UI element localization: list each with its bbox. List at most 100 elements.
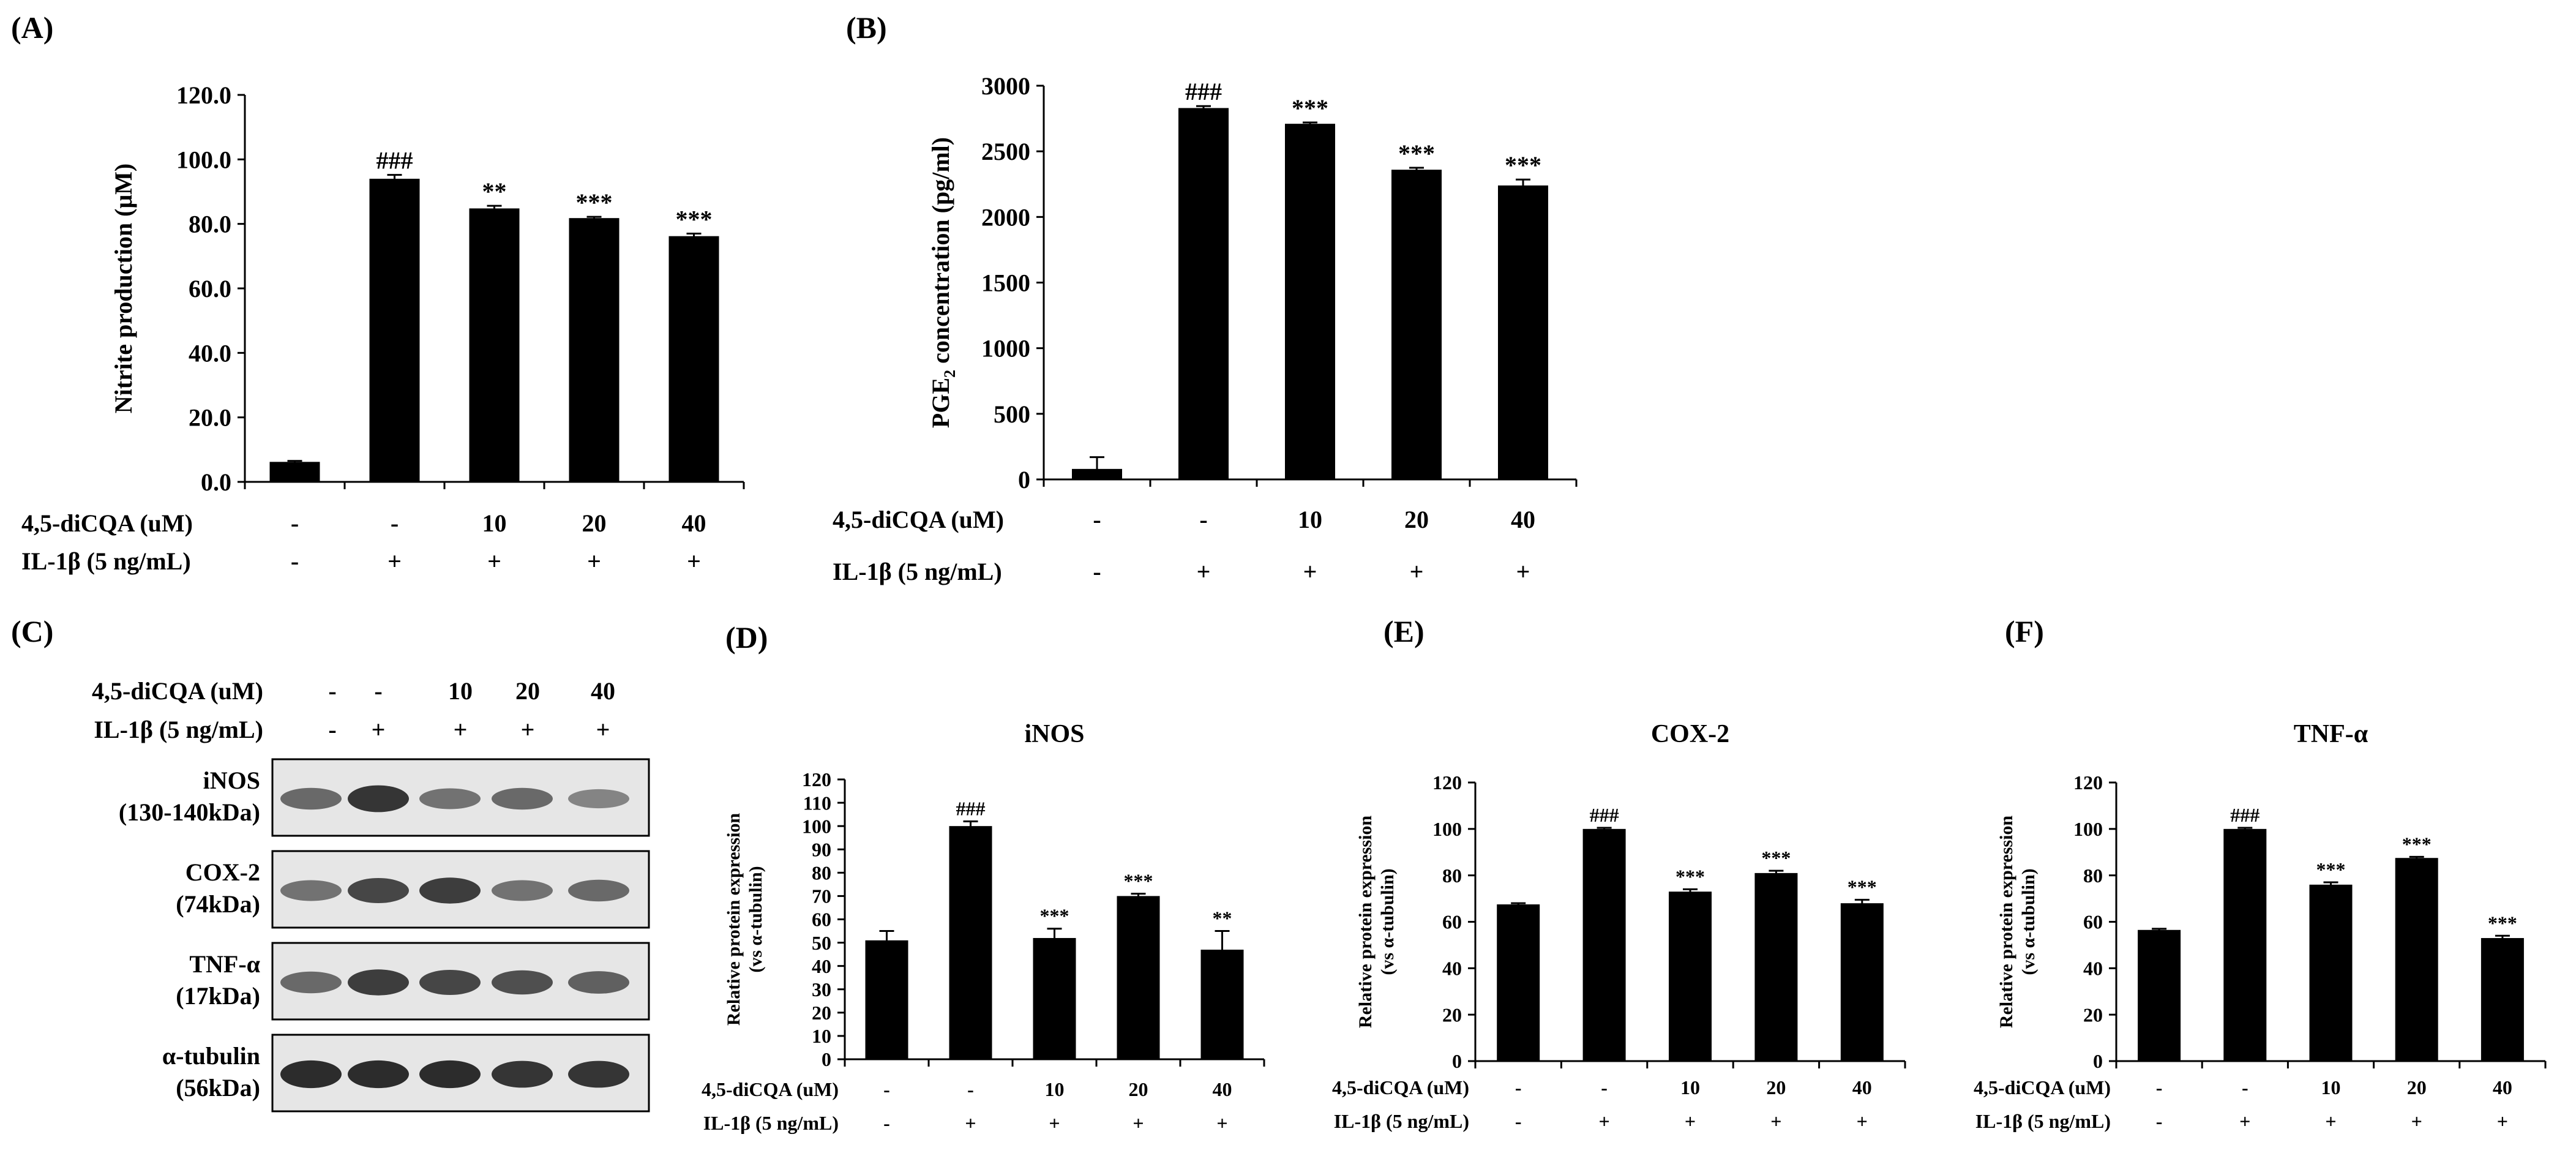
significance-label: *** <box>676 205 713 233</box>
treatment-value-dicqa: - <box>2242 1076 2248 1098</box>
bar <box>949 826 992 1059</box>
treatment-value-dicqa: - <box>291 509 299 537</box>
blot-band <box>280 1060 342 1089</box>
blot-band <box>348 785 409 813</box>
y-tick-label: 100 <box>802 815 831 837</box>
treatment-value-il1b: + <box>372 716 386 743</box>
blot-band <box>280 971 342 994</box>
blot-band <box>568 971 629 994</box>
treatment-label-dicqa: 4,5-diCQA (uM) <box>1974 1076 2111 1098</box>
y-tick-label: 60 <box>812 909 831 931</box>
treatment-value-dicqa: 40 <box>682 509 706 537</box>
y-tick-label: 0 <box>1452 1050 1462 1072</box>
y-tick-label: 40 <box>1442 958 1462 980</box>
treatment-value-il1b: + <box>1133 1112 1144 1134</box>
bar <box>2481 938 2524 1061</box>
blot-band <box>492 787 553 810</box>
blot-protein-name: α-tubulin <box>162 1042 260 1070</box>
treatment-value-il1b: + <box>1685 1110 1696 1132</box>
treatment-value-il1b: + <box>454 716 468 743</box>
significance-label: *** <box>1292 94 1328 122</box>
treatment-label-il1b: IL-1β (5 ng/mL) <box>21 547 191 575</box>
treatment-label-dicqa: 4,5-diCQA (uM) <box>702 1078 839 1100</box>
treatment-value-dicqa: - <box>1601 1076 1608 1098</box>
y-tick-label: 110 <box>803 792 831 814</box>
significance-label: *** <box>1676 865 1705 887</box>
bar <box>865 940 908 1059</box>
bar <box>1840 903 1884 1061</box>
panel-label-c: (C) <box>11 614 53 648</box>
bar <box>2309 884 2353 1061</box>
treatment-value-dicqa: 40 <box>1213 1078 1232 1100</box>
bar <box>469 208 520 482</box>
y-axis-label: Nitrite production (μM) <box>110 163 137 414</box>
treatment-value-il1b: + <box>1049 1112 1060 1134</box>
bar <box>2138 929 2181 1061</box>
y-tick-label: 10 <box>812 1025 831 1047</box>
treatment-value-il1b: - <box>328 716 336 743</box>
y-tick-label: 20.0 <box>189 404 231 432</box>
significance-label: ** <box>482 178 507 205</box>
treatment-value-dicqa: 10 <box>482 509 507 537</box>
treatment-value-il1b: + <box>687 547 701 575</box>
treatment-value-il1b: + <box>388 547 402 575</box>
y-tick-label: 120 <box>802 768 831 790</box>
y-tick-label: 120.0 <box>176 81 231 109</box>
treatment-value-il1b: + <box>1598 1110 1609 1132</box>
treatment-table-b: 4,5-diCQA (uM) IL-1β (5 ng/mL) - - - +10 +20 +4… <box>833 506 1535 585</box>
bar <box>1391 170 1442 479</box>
blot-protein-size: (56kDa) <box>176 1074 260 1102</box>
blot-band <box>492 880 553 901</box>
significance-label: *** <box>1398 140 1435 167</box>
y-tick-label: 0 <box>2093 1050 2103 1072</box>
treatment-value-dicqa: 20 <box>1766 1076 1786 1098</box>
panel-label-e: (E) <box>1383 614 1425 648</box>
y-tick-label: 120 <box>2073 771 2103 794</box>
bar <box>1497 904 1540 1061</box>
blot-band <box>492 1060 553 1088</box>
significance-label: *** <box>2402 833 2432 855</box>
significance-label: ### <box>1185 78 1222 105</box>
bar <box>1754 873 1798 1061</box>
treatment-value-dicqa: - <box>1515 1076 1522 1098</box>
treatment-value-dicqa: 10 <box>448 677 473 705</box>
treatment-value-il1b: - <box>883 1112 890 1134</box>
y-tick-label: 70 <box>812 885 831 907</box>
y-tick-label: 2000 <box>981 203 1030 231</box>
significance-label: *** <box>2488 912 2517 934</box>
blot-protein-size: (130-140kDa) <box>119 798 260 826</box>
blot-band <box>419 877 481 904</box>
treatment-value-il1b: - <box>1515 1110 1522 1132</box>
treatment-table-c: 4,5-diCQA (uM) IL-1β (5 ng/mL) - - - +10 +20 +4… <box>92 677 615 743</box>
treatment-value-dicqa: - <box>967 1078 974 1100</box>
y-tick-label: 80 <box>812 862 831 884</box>
bar <box>2395 858 2438 1061</box>
y-tick-label: 60 <box>2083 911 2103 933</box>
chart-d-inos: 0102030405060708090100110120###********i… <box>724 720 1265 1070</box>
treatment-label-dicqa: 4,5-diCQA (uM) <box>833 506 1004 533</box>
chart-title: iNOS <box>1024 720 1084 748</box>
treatment-value-il1b: + <box>1197 558 1211 585</box>
panel-label-f: (F) <box>2005 614 2044 648</box>
treatment-label-il1b: IL-1β (5 ng/mL) <box>703 1112 839 1134</box>
y-tick-label: 50 <box>812 932 831 954</box>
blot-protein-name: COX-2 <box>185 858 260 886</box>
blot-protein-size: (17kDa) <box>176 982 260 1010</box>
bar <box>668 236 719 482</box>
y-axis-label-sub: (vs α-tubulin) <box>746 866 766 972</box>
treatment-value-il1b: + <box>1857 1110 1868 1132</box>
chart-e-cox2: 0 20 40 60 80 100 120 ### *** *** *** COX-2 Relative… <box>1355 720 1906 1072</box>
treatment-value-dicqa: - <box>883 1078 890 1100</box>
bar <box>1178 108 1229 480</box>
treatment-value-il1b: + <box>596 716 610 743</box>
treatment-value-dicqa: 20 <box>1404 506 1429 533</box>
treatment-value-il1b: + <box>521 716 535 743</box>
blot-protein-name: TNF-α <box>189 950 260 978</box>
y-tick-label: 40.0 <box>189 339 231 367</box>
treatment-value-dicqa: 40 <box>1852 1076 1872 1098</box>
y-tick-label: 90 <box>812 838 831 860</box>
bar <box>1669 891 1712 1061</box>
chart-f-tnfa: 0 20 40 60 80 100 120 ### *** *** *** TNF-α Relative… <box>1996 720 2547 1072</box>
y-tick-label: 0 <box>822 1048 831 1070</box>
treatment-label-dicqa: 4,5-diCQA (uM) <box>21 509 193 537</box>
